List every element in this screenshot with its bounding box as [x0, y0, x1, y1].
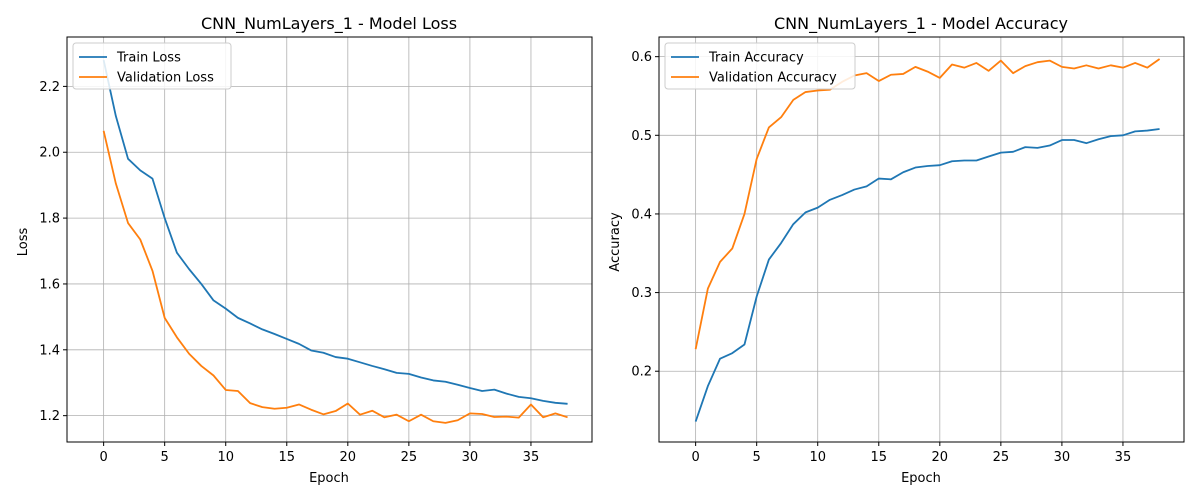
accuracy-chart-title: CNN_NumLayers_1 - Model Accuracy — [774, 14, 1068, 34]
loss-legend: Train Loss Validation Loss — [72, 42, 232, 90]
accuracy-x-tick-label: 20 — [932, 450, 949, 465]
accuracy-legend-validation-label: Validation Accuracy — [709, 71, 837, 86]
accuracy-y-tick-label: 0.4 — [631, 207, 652, 222]
loss-x-tick-label: 15 — [278, 450, 295, 465]
loss-x-axis-label: Epoch — [309, 471, 349, 486]
loss-legend-train-label: Train Loss — [116, 51, 181, 66]
loss-x-tick-label: 5 — [161, 450, 169, 465]
accuracy-y-tick-label: 0.6 — [631, 50, 652, 65]
accuracy-y-tick-label: 0.5 — [631, 129, 652, 144]
loss-x-tick-label: 0 — [99, 450, 107, 465]
loss-y-tick-label: 1.8 — [39, 212, 60, 227]
accuracy-axes-frame — [658, 36, 1185, 443]
accuracy-legend-box — [664, 42, 856, 90]
loss-train-line — [102, 59, 568, 405]
loss-y-tick-label: 1.4 — [39, 343, 60, 358]
loss-x-tick-label: 35 — [523, 450, 540, 465]
accuracy-y-axis-label: Accuracy — [608, 212, 623, 272]
accuracy-x-tick-label: 5 — [753, 450, 761, 465]
accuracy-x-tick-label: 30 — [1054, 450, 1071, 465]
accuracy-legend: Train Accuracy Validation Accuracy — [664, 42, 856, 90]
accuracy-x-tick-label: 15 — [870, 450, 887, 465]
loss-axes-frame — [66, 36, 593, 443]
loss-y-tick-label: 2.2 — [39, 80, 60, 95]
loss-x-tick-label: 20 — [340, 450, 357, 465]
loss-y-tick-label: 1.6 — [39, 277, 60, 292]
loss-y-tick-label: 1.2 — [39, 409, 60, 424]
accuracy-chart-panel: CNN_NumLayers_1 - Model Accuracy Epoch A… — [608, 14, 1185, 486]
loss-legend-validation-label: Validation Loss — [117, 71, 214, 86]
accuracy-x-tick-label: 10 — [809, 450, 826, 465]
loss-y-tick-label: 2.0 — [39, 146, 60, 161]
accuracy-validation-line — [694, 58, 1161, 350]
accuracy-train-line — [694, 128, 1160, 422]
accuracy-x-tick-label: 25 — [993, 450, 1010, 465]
accuracy-x-axis-label: Epoch — [901, 471, 941, 486]
loss-x-tick-label: 25 — [401, 450, 418, 465]
loss-chart-title: CNN_NumLayers_1 - Model Loss — [201, 14, 457, 34]
loss-x-tick-label: 30 — [462, 450, 479, 465]
loss-chart-panel: CNN_NumLayers_1 - Model Loss Epoch Loss … — [16, 14, 593, 486]
loss-x-tick-label: 10 — [217, 450, 234, 465]
loss-legend-box — [72, 42, 232, 90]
loss-validation-line — [102, 130, 568, 424]
accuracy-y-tick-label: 0.2 — [631, 365, 652, 380]
loss-y-axis-label: Loss — [16, 228, 31, 257]
accuracy-x-tick-label: 0 — [691, 450, 699, 465]
accuracy-legend-train-label: Train Accuracy — [708, 51, 804, 66]
accuracy-x-tick-label: 35 — [1115, 450, 1132, 465]
accuracy-y-tick-label: 0.3 — [631, 286, 652, 301]
